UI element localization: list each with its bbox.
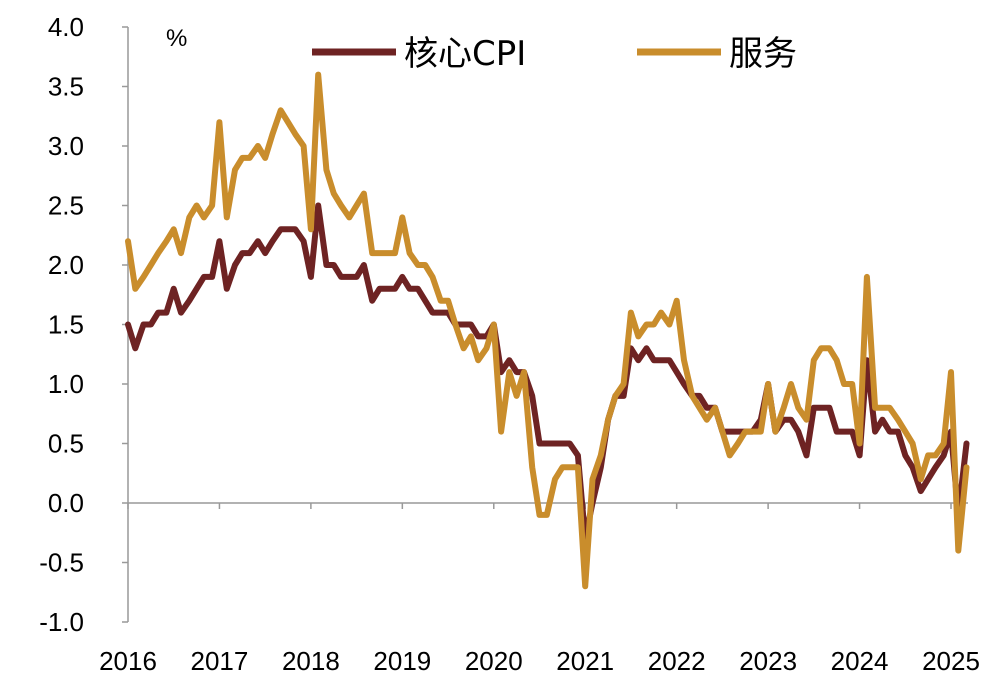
legend: 核心CPI 服务 xyxy=(312,34,797,74)
x-tick-label: 2025 xyxy=(922,646,980,676)
y-tick-label: 0.5 xyxy=(48,429,84,459)
x-tick-label: 2017 xyxy=(191,646,249,676)
unit-label: % xyxy=(166,25,187,52)
x-tick-label: 2020 xyxy=(465,646,523,676)
x-tick-label: 2022 xyxy=(648,646,706,676)
y-tick-label: 3.0 xyxy=(48,131,84,161)
x-tick-label: 2024 xyxy=(831,646,889,676)
y-tick-label: 2.0 xyxy=(48,250,84,280)
x-tick-label: 2023 xyxy=(739,646,797,676)
y-axis-ticks: 4.0 3.5 3.0 2.5 2.0 1.5 1.0 0.5 0.0 -0.5 -1.0 xyxy=(39,12,128,637)
y-tick-label: -0.5 xyxy=(39,548,84,578)
legend-label: 服务 xyxy=(729,34,797,74)
y-tick-label: 0.0 xyxy=(48,488,84,518)
series-lines xyxy=(125,71,970,590)
x-axis-ticks: 2016 2017 2018 2019 2020 2021 2022 2023 2024 2025 xyxy=(99,503,980,676)
y-tick-label: 1.0 xyxy=(48,369,84,399)
y-tick-label: 2.5 xyxy=(48,191,84,221)
series-line-services xyxy=(125,71,970,590)
x-tick-label: 2019 xyxy=(373,646,431,676)
y-tick-label: 3.5 xyxy=(48,72,84,102)
y-tick-label: 4.0 xyxy=(48,12,84,42)
y-tick-label: 1.5 xyxy=(48,310,84,340)
x-tick-label: 2016 xyxy=(99,646,157,676)
legend-label: 核心CPI xyxy=(404,34,526,74)
x-tick-label: 2021 xyxy=(556,646,614,676)
y-tick-label: -1.0 xyxy=(39,607,84,637)
series-line-core-cpi xyxy=(125,202,970,542)
x-tick-label: 2018 xyxy=(282,646,340,676)
